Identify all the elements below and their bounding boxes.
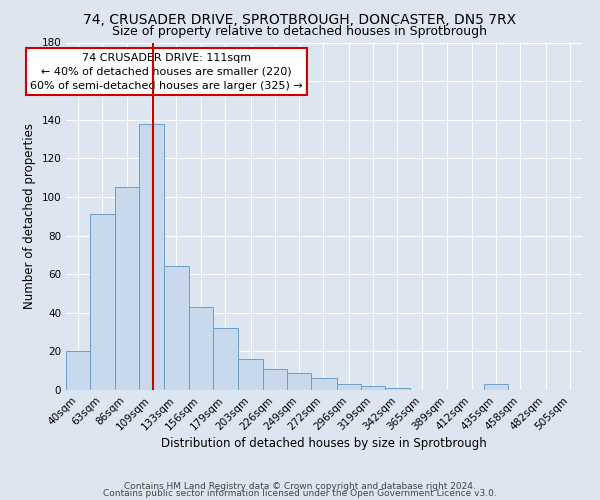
Bar	[385, 388, 410, 390]
Bar	[66, 352, 91, 390]
Bar	[139, 124, 164, 390]
Text: 74, CRUSADER DRIVE, SPROTBROUGH, DONCASTER, DN5 7RX: 74, CRUSADER DRIVE, SPROTBROUGH, DONCAST…	[83, 12, 517, 26]
X-axis label: Distribution of detached houses by size in Sprotbrough: Distribution of detached houses by size …	[161, 438, 487, 450]
Text: Size of property relative to detached houses in Sprotbrough: Size of property relative to detached ho…	[113, 25, 487, 38]
Text: Contains HM Land Registry data © Crown copyright and database right 2024.: Contains HM Land Registry data © Crown c…	[124, 482, 476, 491]
Bar	[213, 328, 238, 390]
Bar	[238, 359, 263, 390]
Bar	[263, 369, 287, 390]
Bar	[188, 307, 213, 390]
Bar	[164, 266, 188, 390]
Bar	[311, 378, 337, 390]
Bar	[115, 188, 139, 390]
Bar	[361, 386, 385, 390]
Text: Contains public sector information licensed under the Open Government Licence v3: Contains public sector information licen…	[103, 490, 497, 498]
Bar	[484, 384, 508, 390]
Bar	[337, 384, 361, 390]
Y-axis label: Number of detached properties: Number of detached properties	[23, 123, 36, 309]
Bar	[91, 214, 115, 390]
Text: 74 CRUSADER DRIVE: 111sqm
← 40% of detached houses are smaller (220)
60% of semi: 74 CRUSADER DRIVE: 111sqm ← 40% of detac…	[30, 53, 303, 91]
Bar	[287, 372, 311, 390]
